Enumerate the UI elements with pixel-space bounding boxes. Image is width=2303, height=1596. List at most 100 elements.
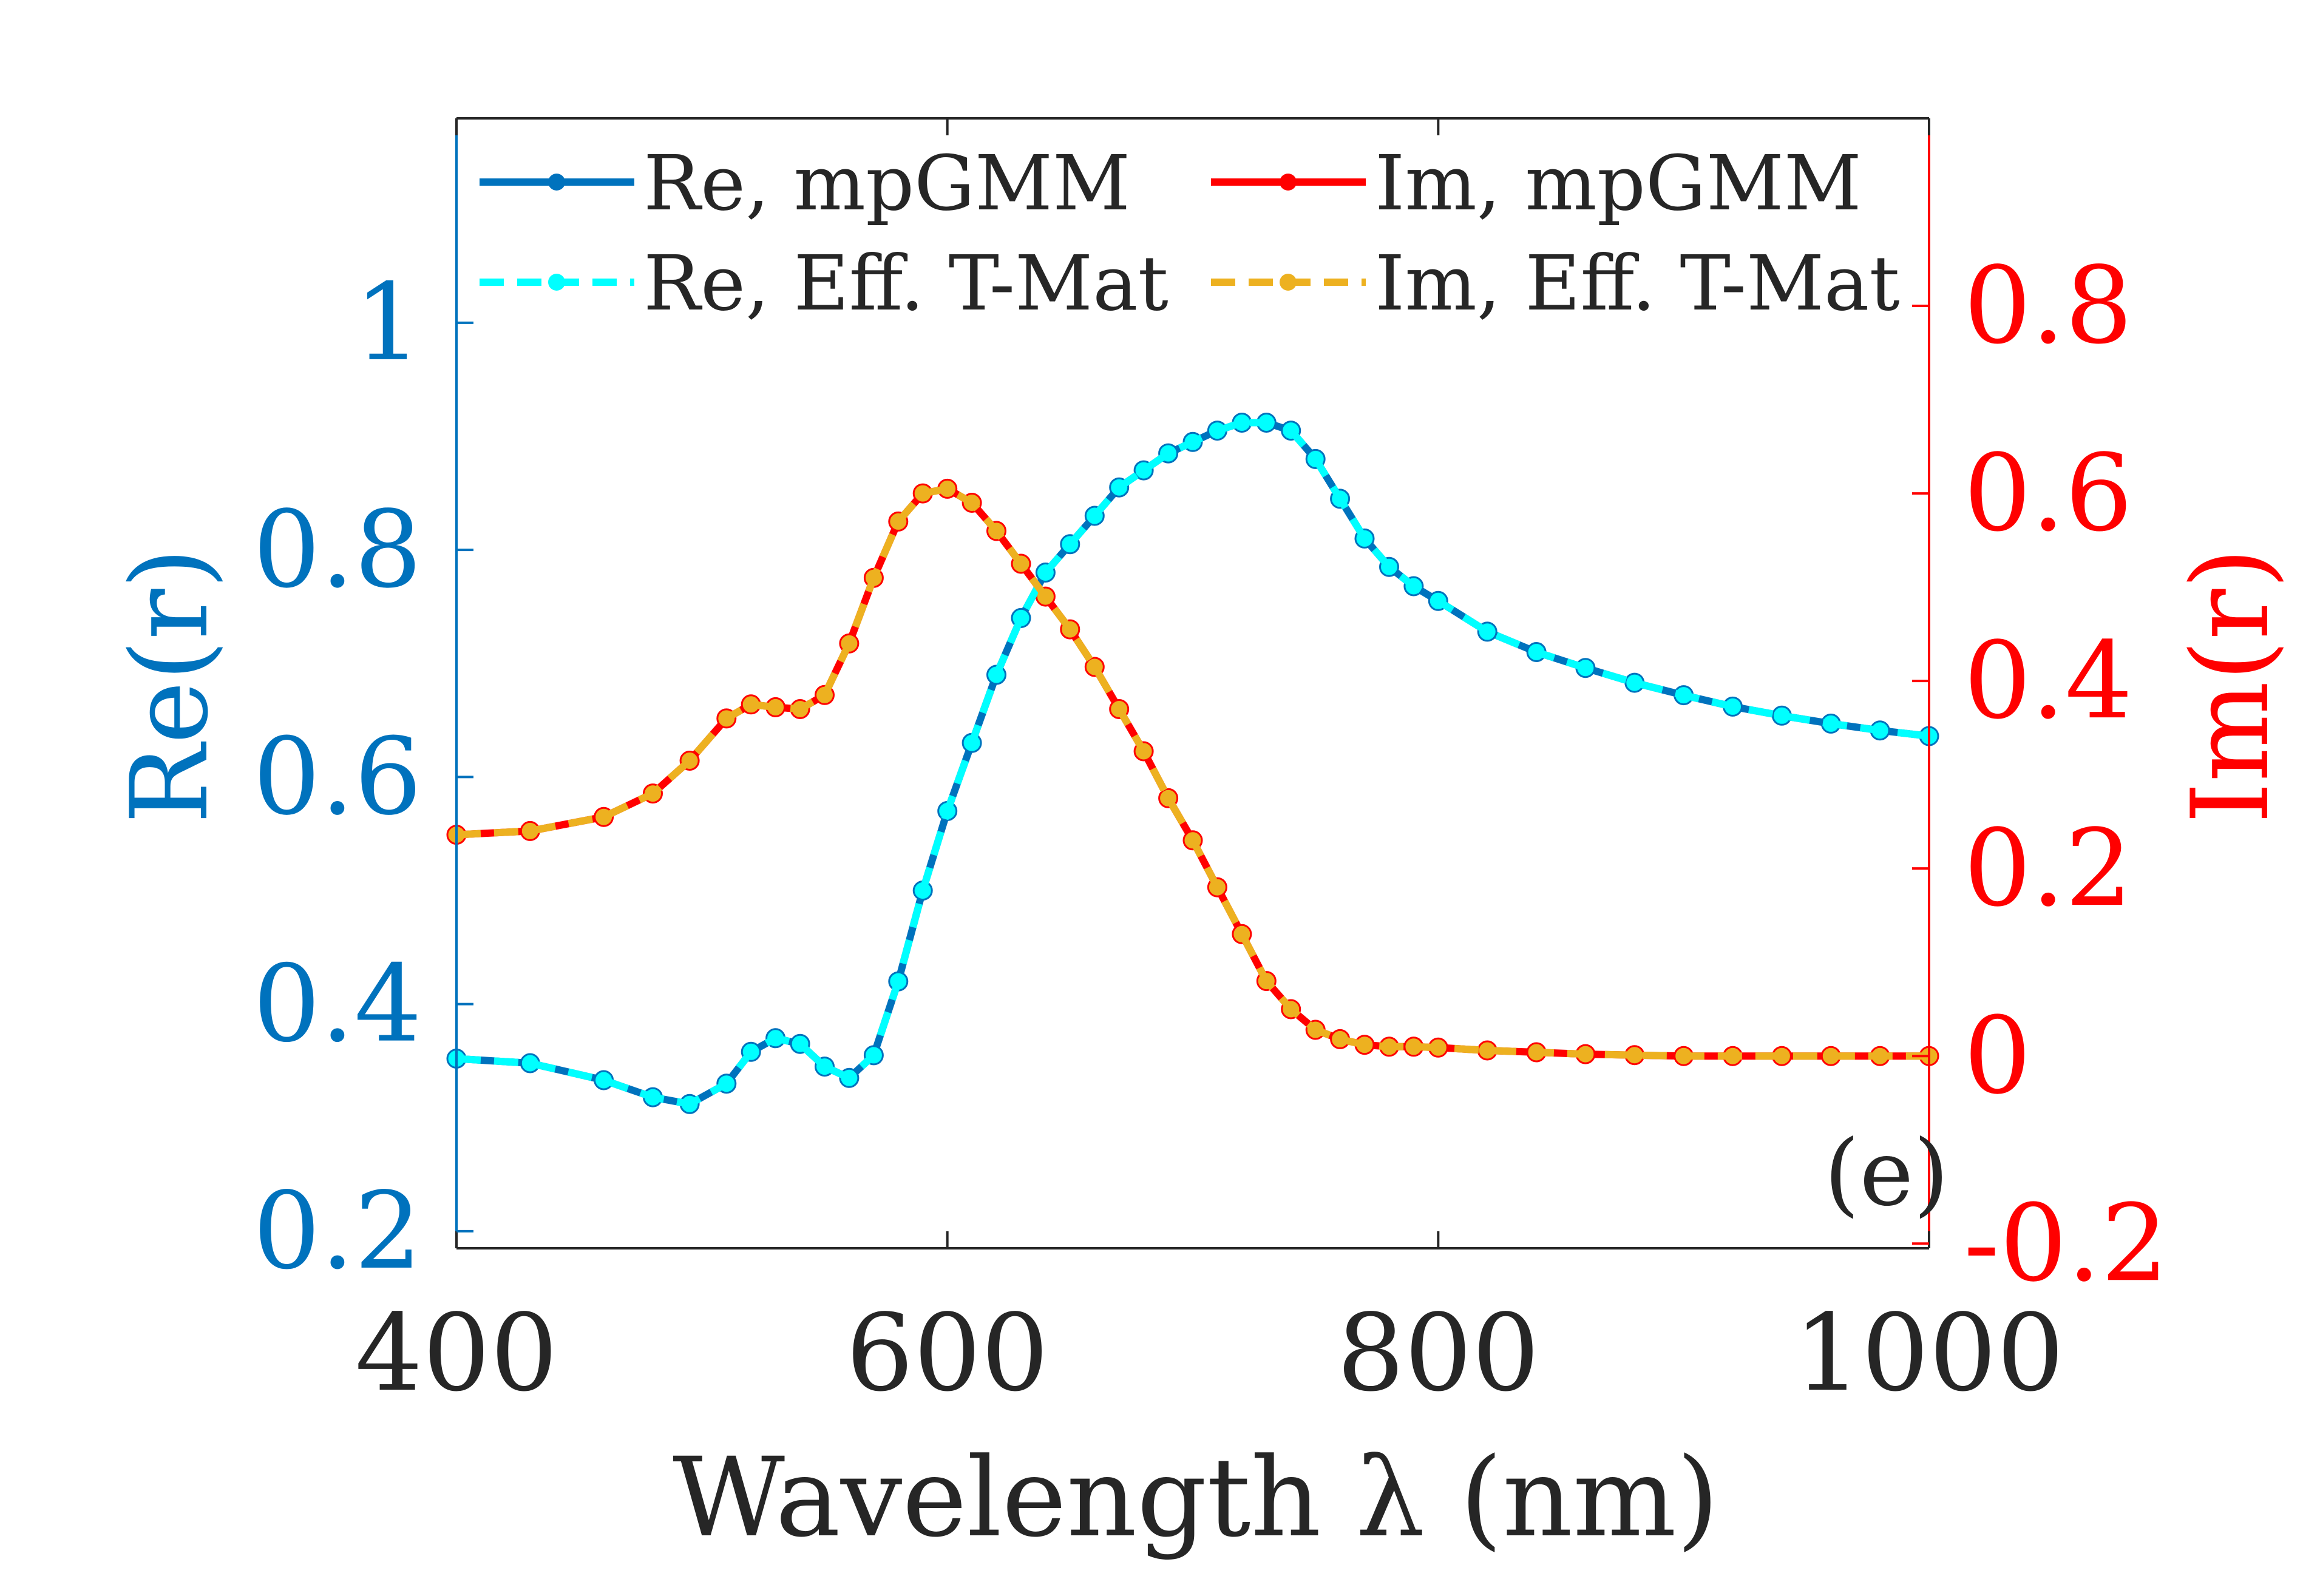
data-point-im-eff-t-mat-780 [1381, 1038, 1397, 1055]
data-point-im-eff-t-mat-530 [767, 698, 784, 715]
y-left-tick-label-0.4: 0.4 [253, 943, 422, 1066]
data-point-im-eff-t-mat-430 [521, 822, 538, 839]
data-point-im-eff-t-mat-750 [1307, 1021, 1324, 1038]
data-point-im-eff-t-mat-640 [1037, 588, 1054, 605]
legend-label-im-mpgmm: Im, mpGMM [1375, 140, 1862, 228]
data-point-re-eff-t-mat-610 [963, 734, 980, 751]
data-point-re-eff-t-mat-880 [1626, 674, 1643, 691]
data-point-re-eff-t-mat-770 [1356, 530, 1373, 547]
data-point-re-eff-t-mat-580 [890, 973, 907, 990]
y-axis-left-title: Re(r) [109, 547, 232, 824]
data-point-im-eff-t-mat-660 [1086, 658, 1103, 675]
data-point-im-eff-t-mat-690 [1160, 790, 1177, 806]
legend-marker-im-mpgmm [1280, 174, 1297, 191]
y-left-tick-label-0.2: 0.2 [253, 1170, 422, 1293]
data-point-re-eff-t-mat-800 [1430, 592, 1447, 609]
legend-marker-re-eff-t-mat [548, 274, 565, 291]
data-point-re-eff-t-mat-710 [1209, 422, 1226, 439]
data-point-im-eff-t-mat-960 [1822, 1047, 1839, 1064]
data-point-re-eff-t-mat-920 [1725, 698, 1741, 715]
data-point-re-eff-t-mat-840 [1528, 644, 1545, 660]
data-point-im-eff-t-mat-560 [841, 635, 858, 652]
data-point-re-eff-t-mat-630 [1012, 609, 1029, 626]
data-point-im-eff-t-mat-860 [1577, 1046, 1594, 1063]
y-left-tick-label-0.6: 0.6 [253, 715, 422, 839]
data-point-re-eff-t-mat-960 [1822, 715, 1839, 732]
data-point-re-eff-t-mat-700 [1184, 433, 1201, 450]
y-right-tick-label-0: 0 [1964, 995, 2031, 1118]
legend-label-re-eff-t-mat: Re, Eff. T-Mat [643, 240, 1168, 328]
data-point-re-eff-t-mat-760 [1332, 490, 1349, 507]
data-point-re-eff-t-mat-560 [841, 1069, 858, 1086]
legend-marker-im-eff-t-mat [1280, 274, 1297, 291]
data-point-re-eff-t-mat-650 [1062, 536, 1079, 553]
data-point-re-eff-t-mat-820 [1479, 623, 1496, 640]
legend-marker-re-mpgmm [548, 174, 565, 191]
data-point-im-eff-t-mat-540 [792, 701, 809, 717]
data-point-re-eff-t-mat-550 [816, 1058, 833, 1075]
data-point-im-eff-t-mat-720 [1233, 925, 1250, 942]
data-point-re-eff-t-mat-460 [595, 1072, 612, 1089]
data-point-re-eff-t-mat-495 [681, 1095, 698, 1112]
data-point-im-eff-t-mat-610 [963, 495, 980, 511]
data-point-im-eff-t-mat-770 [1356, 1036, 1373, 1053]
data-point-im-eff-t-mat-760 [1332, 1030, 1349, 1047]
data-point-re-eff-t-mat-510 [718, 1075, 735, 1092]
data-point-re-eff-t-mat-540 [792, 1035, 809, 1052]
data-point-im-eff-t-mat-900 [1675, 1047, 1692, 1064]
data-point-im-eff-t-mat-590 [914, 485, 931, 502]
data-point-re-eff-t-mat-720 [1233, 414, 1250, 431]
data-point-re-eff-t-mat-980 [1871, 722, 1888, 739]
data-point-re-eff-t-mat-690 [1160, 445, 1177, 462]
data-point-re-eff-t-mat-570 [865, 1047, 882, 1064]
data-point-re-eff-t-mat-730 [1258, 414, 1275, 431]
data-point-im-eff-t-mat-840 [1528, 1044, 1545, 1061]
data-point-re-eff-t-mat-480 [645, 1089, 661, 1106]
data-point-re-eff-t-mat-590 [914, 882, 931, 899]
y-left-tick-label-1: 1 [354, 262, 422, 385]
data-point-im-eff-t-mat-510 [718, 710, 735, 727]
legend-entry-re-eff-t-mat: Re, Eff. T-Mat [480, 240, 1168, 328]
y-right-tick-label-0.4: 0.4 [1964, 620, 2132, 743]
data-point-re-eff-t-mat-520 [742, 1043, 759, 1060]
data-point-re-eff-t-mat-620 [988, 666, 1005, 683]
data-point-re-eff-t-mat-900 [1675, 687, 1692, 704]
data-point-im-eff-t-mat-620 [988, 522, 1005, 539]
data-point-im-eff-t-mat-700 [1184, 832, 1201, 849]
data-point-re-eff-t-mat-860 [1577, 660, 1594, 677]
data-point-im-eff-t-mat-980 [1871, 1047, 1888, 1064]
legend-label-re-mpgmm: Re, mpGMM [643, 140, 1130, 228]
legend-label-im-eff-t-mat: Im, Eff. T-Mat [1375, 240, 1900, 328]
data-point-re-eff-t-mat-640 [1037, 564, 1054, 581]
data-point-re-eff-t-mat-940 [1773, 707, 1790, 724]
data-point-im-eff-t-mat-520 [742, 696, 759, 713]
data-point-re-eff-t-mat-430 [521, 1055, 538, 1072]
legend-entry-im-mpgmm: Im, mpGMM [1211, 140, 1862, 228]
data-point-im-eff-t-mat-480 [645, 785, 661, 802]
data-point-im-eff-t-mat-600 [939, 480, 956, 497]
y-left-tick-label-0.8: 0.8 [253, 489, 422, 612]
data-point-re-eff-t-mat-600 [939, 803, 956, 819]
legend-entry-im-eff-t-mat: Im, Eff. T-Mat [1211, 240, 1900, 328]
x-tick-label-1000: 1000 [1794, 1292, 2064, 1415]
series-line-re-eff-t-mat [456, 419, 1930, 1108]
series-markers-re-eff-t-mat [448, 414, 1938, 1112]
data-point-im-eff-t-mat-570 [865, 569, 882, 586]
data-point-re-eff-t-mat-790 [1405, 578, 1422, 595]
data-point-im-eff-t-mat-790 [1405, 1038, 1422, 1055]
y-right-tick-label-0.2: 0.2 [1964, 807, 2132, 930]
y-axis-right-title: Im(r) [2169, 547, 2293, 823]
data-point-im-eff-t-mat-710 [1209, 879, 1226, 896]
legend-entry-re-mpgmm: Re, mpGMM [480, 140, 1130, 228]
data-point-re-eff-t-mat-670 [1111, 479, 1128, 496]
y-right-tick-label-0.6: 0.6 [1964, 432, 2132, 555]
x-axis-title: Wavelength λ (nm) [673, 1435, 1719, 1561]
data-point-im-eff-t-mat-550 [816, 686, 833, 703]
data-point-im-eff-t-mat-630 [1012, 555, 1029, 572]
data-point-re-eff-t-mat-530 [767, 1030, 784, 1047]
data-point-re-eff-t-mat-680 [1135, 462, 1152, 479]
panel-label: (e) [1824, 1121, 1949, 1226]
data-point-im-eff-t-mat-680 [1135, 743, 1152, 760]
